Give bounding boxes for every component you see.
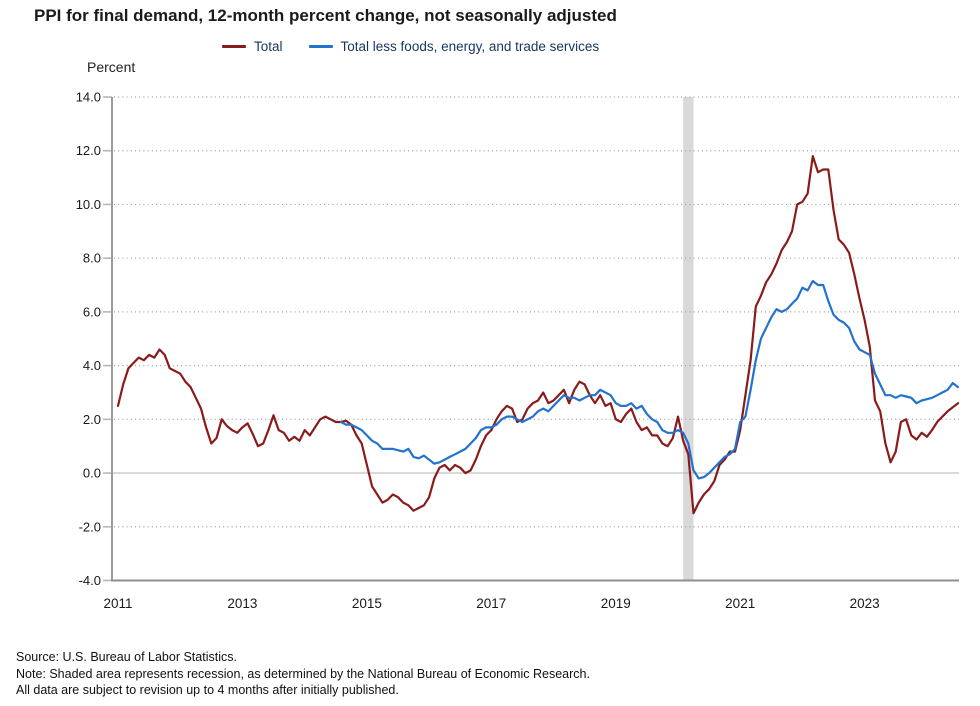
x-tick-label: 2013 — [227, 596, 257, 611]
x-tick-label: 2017 — [476, 596, 506, 611]
legend-item-total[interactable]: Total — [222, 39, 283, 54]
x-tick-label: 2015 — [352, 596, 382, 611]
y-tick-label: 10.0 — [76, 197, 101, 212]
legend-line-swatch-icon — [222, 45, 246, 48]
y-tick-label: -2.0 — [79, 519, 101, 534]
x-tick-label: 2021 — [725, 596, 755, 611]
chart-legend: Total Total less foods, energy, and trad… — [222, 39, 599, 54]
legend-item-core[interactable]: Total less foods, energy, and trade serv… — [308, 39, 600, 54]
series-line-total — [116, 155, 960, 515]
x-tick-label: 2011 — [103, 596, 132, 611]
x-tick-label: 2023 — [850, 596, 880, 611]
y-tick-label: 2.0 — [83, 412, 101, 427]
legend-label-core: Total less foods, energy, and trade serv… — [340, 39, 600, 54]
y-tick-label: 12.0 — [76, 143, 101, 158]
x-tick-label: 2019 — [601, 596, 631, 611]
legend-line-swatch-icon — [308, 45, 333, 48]
footnote-revision: All data are subject to revision up to 4… — [16, 683, 399, 697]
y-tick-label: -4.0 — [79, 573, 101, 588]
chart-footnotes: Source: U.S. Bureau of Labor Statistics.… — [16, 649, 590, 699]
recession-band — [683, 97, 694, 581]
y-tick-label: 8.0 — [83, 251, 101, 266]
y-tick-label: 4.0 — [83, 358, 101, 373]
page-title: PPI for final demand, 12-month percent c… — [34, 6, 617, 25]
y-axis-unit-label: Percent — [87, 59, 136, 75]
legend-label-total: Total — [254, 39, 283, 54]
y-tick-label: 6.0 — [83, 304, 101, 319]
footnote-source: Source: U.S. Bureau of Labor Statistics. — [16, 650, 237, 664]
series-line-core — [339, 279, 960, 480]
y-tick-label: 0.0 — [83, 466, 101, 481]
y-tick-label: 14.0 — [76, 90, 101, 105]
footnote-recession: Note: Shaded area represents recession, … — [16, 666, 590, 681]
